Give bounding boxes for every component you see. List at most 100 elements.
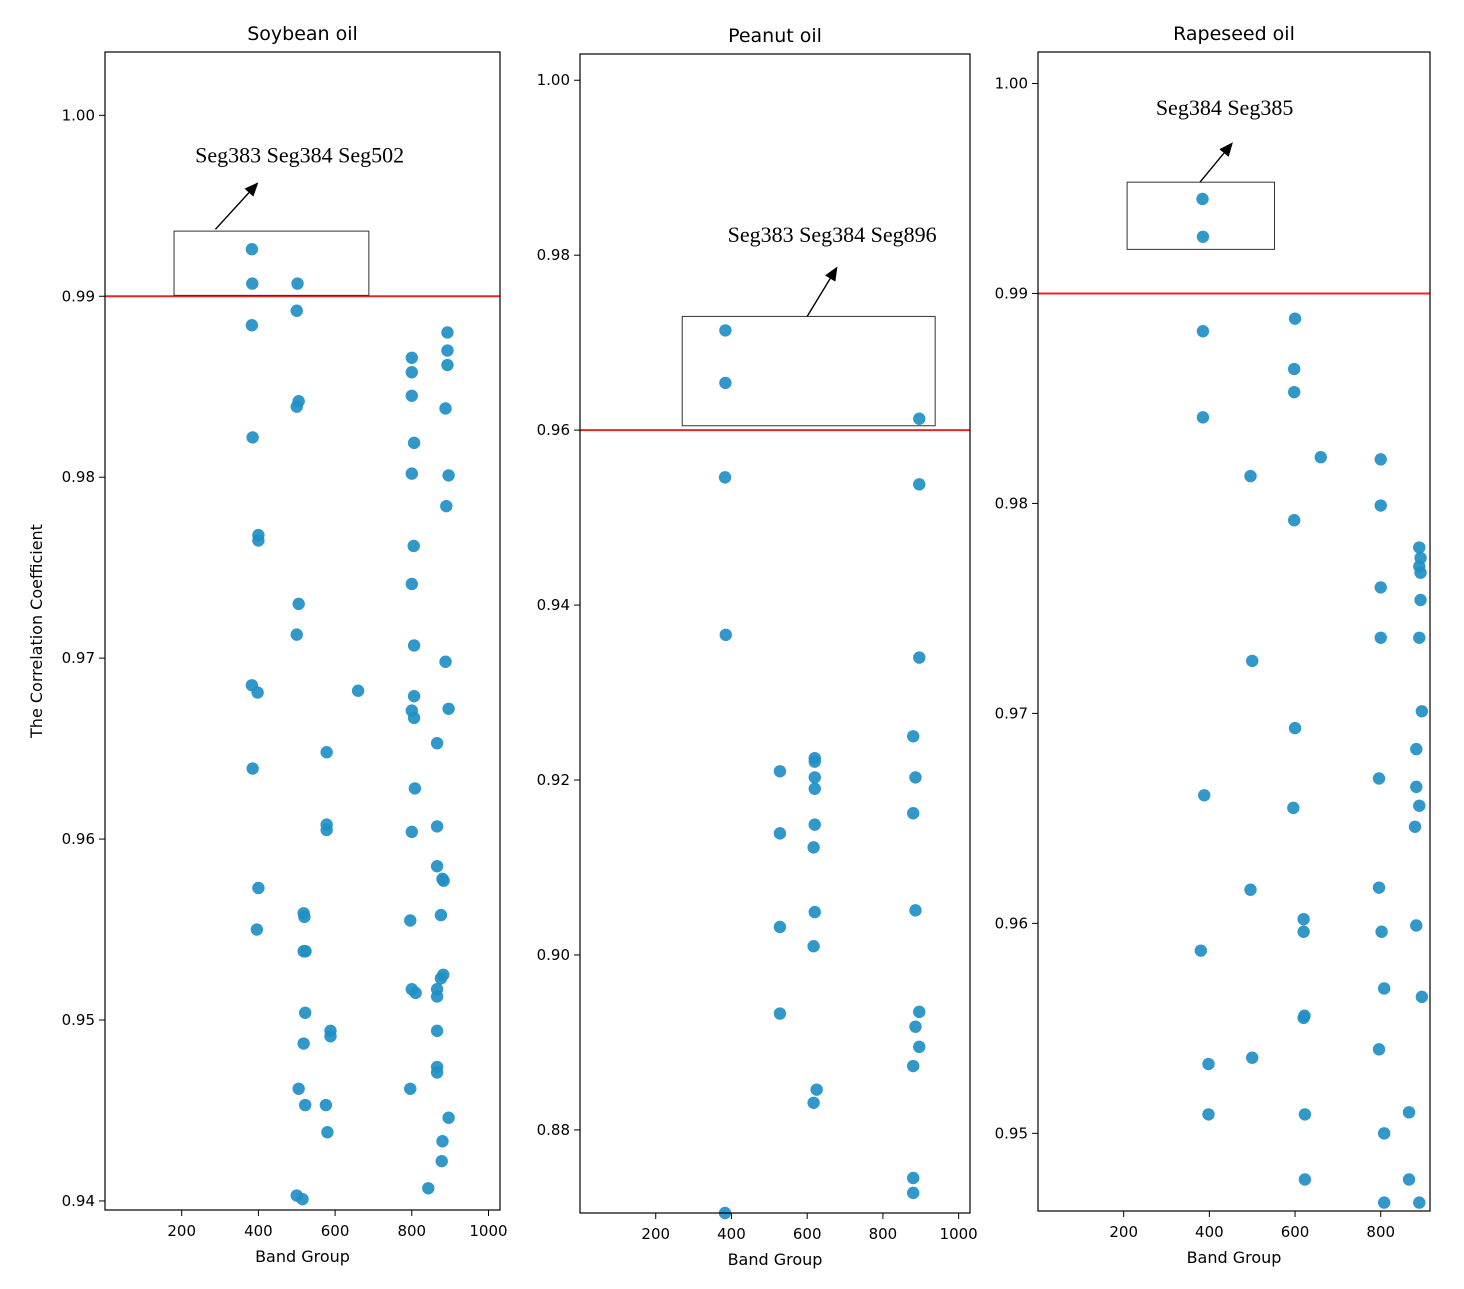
- data-point: [292, 1082, 305, 1095]
- data-point: [1402, 1106, 1416, 1119]
- y-tick-label: 0.94: [62, 1192, 95, 1210]
- data-point: [907, 807, 920, 820]
- y-tick-label: 0.98: [995, 494, 1028, 512]
- data-point: [405, 577, 418, 591]
- data-point: [439, 402, 452, 415]
- data-point: [442, 702, 455, 716]
- data-point: [913, 1005, 926, 1019]
- data-point: [246, 277, 259, 290]
- plot-frame: [104, 51, 501, 1211]
- data-point: [299, 945, 312, 958]
- annotation-box: [681, 315, 936, 427]
- data-point: [1194, 944, 1207, 957]
- data-point: [290, 304, 303, 317]
- data-point: [245, 319, 259, 332]
- annotation-arrow: [214, 192, 250, 230]
- data-point: [1196, 230, 1210, 243]
- x-axis-label: Band Group: [255, 1247, 350, 1266]
- data-point: [1410, 919, 1423, 932]
- y-tick-label: 0.96: [537, 421, 570, 439]
- data-point: [291, 277, 304, 290]
- data-point: [1244, 469, 1257, 483]
- data-point: [246, 762, 259, 775]
- x-axis-label: Band Group: [1187, 1248, 1282, 1267]
- data-point: [907, 1171, 920, 1185]
- data-point: [439, 655, 452, 668]
- data-point: [405, 351, 418, 364]
- data-point: [405, 467, 418, 480]
- data-point: [442, 469, 455, 482]
- data-point: [1287, 801, 1300, 815]
- data-point: [441, 358, 454, 372]
- data-point: [245, 243, 259, 256]
- data-point: [404, 1082, 417, 1095]
- data-point: [1196, 325, 1210, 338]
- data-point: [1374, 581, 1387, 594]
- data-point: [298, 910, 311, 924]
- data-point: [773, 827, 787, 840]
- plot-frame: [1037, 51, 1431, 1212]
- x-tick-label: 1000: [940, 1225, 978, 1243]
- data-point: [907, 1059, 920, 1073]
- x-tick-label: 400: [244, 1222, 273, 1240]
- data-point: [1202, 1108, 1215, 1121]
- data-point: [430, 860, 444, 873]
- x-tick-label: 400: [1195, 1223, 1224, 1241]
- y-tick-label: 0.90: [537, 946, 570, 964]
- annotation-arrow: [1199, 152, 1225, 183]
- data-point: [807, 940, 820, 953]
- data-point: [909, 904, 922, 917]
- data-point: [1402, 1173, 1416, 1186]
- data-point: [408, 782, 422, 795]
- data-point: [251, 686, 264, 699]
- data-point: [430, 1066, 444, 1079]
- data-point: [296, 1192, 309, 1206]
- data-point: [441, 326, 454, 339]
- chart-title: Rapeseed oil: [1173, 23, 1295, 45]
- annotation-label: Seg383 Seg384 Seg896: [728, 222, 937, 247]
- data-point: [290, 400, 303, 413]
- data-point: [407, 711, 421, 725]
- data-point: [319, 1098, 333, 1112]
- data-point: [405, 366, 418, 379]
- data-point: [1198, 789, 1211, 802]
- data-point: [1413, 631, 1426, 644]
- annotation-label: Seg383 Seg384 Seg502: [195, 142, 404, 167]
- data-point: [1298, 1173, 1312, 1186]
- annotation-arrow: [806, 278, 831, 317]
- y-tick-label: 0.95: [62, 1011, 95, 1029]
- data-point: [1287, 362, 1301, 376]
- y-axis-label: The Correlation Coefficient: [27, 524, 46, 739]
- data-point: [324, 1030, 337, 1043]
- data-point: [773, 765, 787, 778]
- data-point: [434, 908, 448, 922]
- data-point: [422, 1182, 435, 1195]
- data-point: [320, 823, 333, 837]
- data-point: [430, 820, 444, 833]
- data-point: [1413, 541, 1426, 554]
- panel-1: Seg383 Seg384 Seg502 200 400 600 800 1000 0.94…: [27, 23, 508, 1266]
- data-point: [436, 1135, 449, 1148]
- y-tick-label: 1.00: [537, 71, 570, 89]
- data-point: [773, 920, 787, 934]
- data-point: [407, 689, 421, 703]
- data-point: [442, 1111, 455, 1124]
- data-point: [1413, 799, 1426, 812]
- x-tick-label: 200: [167, 1222, 196, 1240]
- arrow-head: [825, 266, 838, 282]
- data-point: [320, 746, 333, 759]
- data-point: [1374, 631, 1387, 644]
- data-point: [430, 990, 444, 1003]
- data-point: [1415, 990, 1429, 1004]
- panel-3: Seg384 Seg385 200 400 600 800 0.95 0.96 0.97 0.9…: [995, 23, 1431, 1267]
- data-point: [1375, 925, 1388, 938]
- data-point: [1287, 514, 1301, 527]
- data-point: [1196, 411, 1210, 424]
- y-tick-label: 0.99: [62, 287, 95, 305]
- x-tick-label: 200: [1109, 1223, 1138, 1241]
- data-point: [808, 905, 821, 919]
- x-tick-label: 1000: [469, 1222, 507, 1240]
- data-point: [405, 825, 418, 839]
- data-point: [250, 923, 264, 936]
- data-point: [1288, 721, 1302, 735]
